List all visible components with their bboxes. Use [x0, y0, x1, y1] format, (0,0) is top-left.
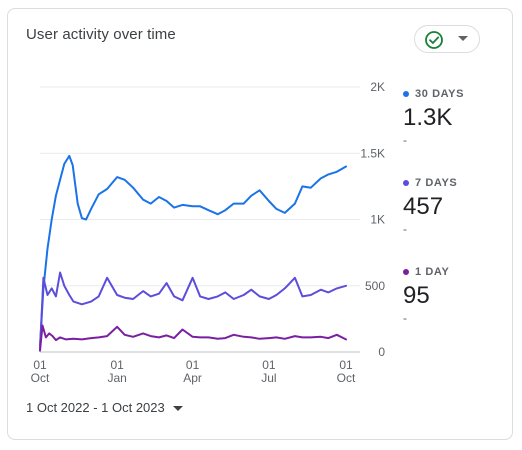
- date-range-label: 1 Oct 2022 - 1 Oct 2023: [26, 400, 165, 415]
- series-line-1: [39, 271, 347, 351]
- legend-30-days: 30 DAYS 1.3K -: [403, 88, 464, 147]
- x-tick-month-2: Apr: [183, 371, 202, 385]
- legend-value-1-day: 95: [403, 282, 430, 309]
- x-tick-month-4: Oct: [337, 371, 356, 385]
- comparison-status-dropdown[interactable]: [414, 25, 480, 53]
- legend-dot-7-days: [403, 180, 409, 186]
- caret-down-icon: [172, 405, 183, 411]
- x-tick-month-1: Jan: [107, 371, 126, 385]
- y-tick-label-2: 1K: [370, 213, 385, 227]
- legend-label-30-days: 30 DAYS: [415, 88, 465, 100]
- series-line-0: [39, 154, 347, 347]
- legend-value-30-days: 1.3K: [403, 104, 453, 131]
- legend-value-7-days: 457: [403, 193, 444, 220]
- legend-delta-7-days: -: [403, 222, 407, 236]
- caret-down-icon: [458, 36, 468, 41]
- legend-dot-1-day: [403, 269, 409, 275]
- date-range-selector[interactable]: 1 Oct 2022 - 1 Oct 2023: [26, 400, 183, 415]
- legend-delta-30-days: -: [403, 133, 407, 147]
- user-activity-card: [7, 8, 513, 440]
- y-tick-label-1: 1.5K: [360, 146, 385, 160]
- legend-label-1-day: 1 DAY: [415, 266, 450, 278]
- y-tick-label-4: 0: [378, 345, 385, 359]
- x-tick-day-2: 01: [186, 358, 200, 372]
- x-tick-day-1: 01: [110, 358, 124, 372]
- x-tick-day-3: 01: [262, 358, 276, 372]
- x-tick-month-3: Jul: [261, 371, 276, 385]
- series-line-2: [39, 324, 347, 352]
- legend-delta-1-day: -: [403, 311, 407, 325]
- legend-dot-30-days: [403, 91, 409, 97]
- y-tick-label-3: 500: [365, 279, 385, 293]
- legend-label-7-days: 7 DAYS: [415, 177, 458, 189]
- card-title: User activity over time: [26, 26, 176, 43]
- x-tick-day-0: 01: [33, 358, 47, 372]
- x-tick-day-4: 01: [339, 358, 353, 372]
- legend-7-days: 7 DAYS 457 -: [403, 177, 457, 236]
- x-tick-month-0: Oct: [31, 371, 50, 385]
- check-circle-icon: [425, 31, 443, 49]
- legend-1-day: 1 DAY 95 -: [403, 266, 449, 325]
- y-tick-label-0: 2K: [370, 80, 385, 94]
